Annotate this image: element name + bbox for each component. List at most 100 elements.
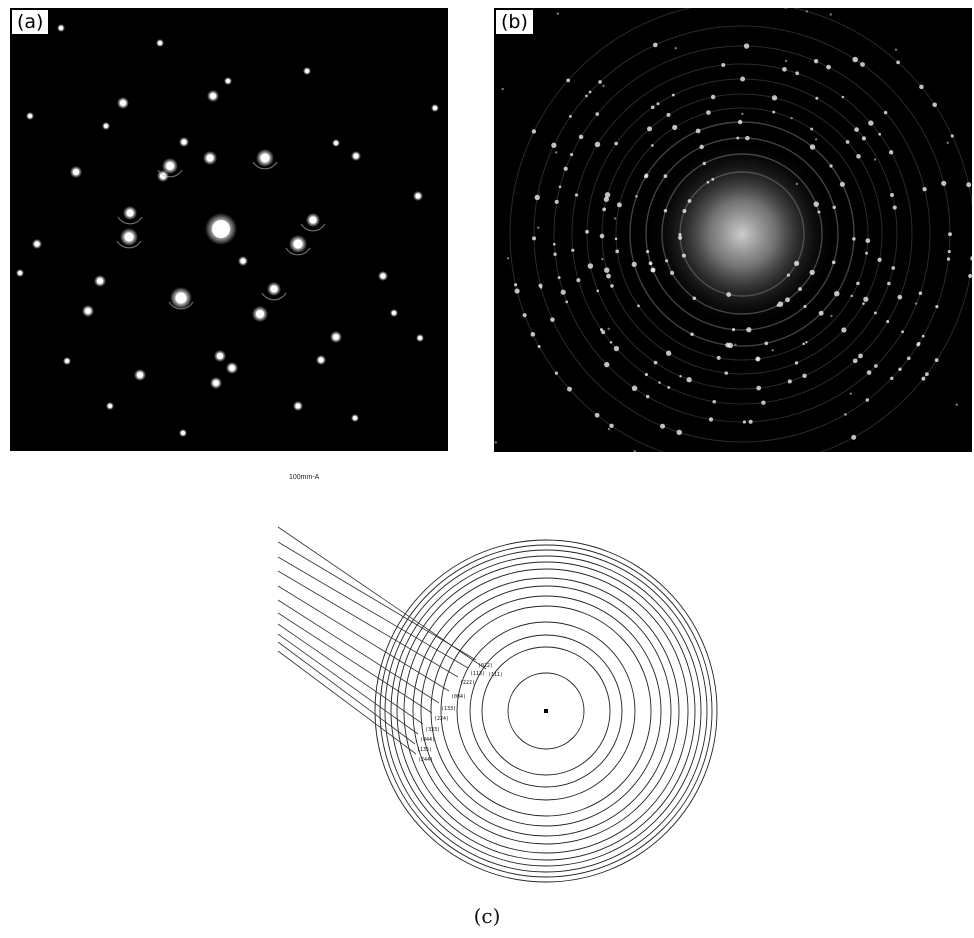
ring-spot bbox=[852, 56, 859, 63]
ring-spot bbox=[795, 71, 800, 76]
ring-leader-line bbox=[277, 541, 477, 661]
ring-spot bbox=[607, 428, 611, 431]
simulated-ring bbox=[396, 561, 696, 861]
ring-index-label: (111) bbox=[488, 672, 503, 678]
ring-spot bbox=[858, 353, 863, 359]
ring-spot bbox=[706, 110, 711, 115]
ring-spot bbox=[865, 398, 870, 402]
ring-spot bbox=[537, 226, 540, 229]
ring-spot bbox=[676, 429, 682, 436]
ring-spot bbox=[731, 328, 736, 332]
ring-spot bbox=[829, 13, 832, 16]
ring-spot bbox=[852, 237, 856, 241]
ring-spot bbox=[566, 386, 572, 392]
ring-spot bbox=[784, 59, 788, 63]
ring-spot bbox=[865, 251, 868, 255]
ring-spot bbox=[658, 381, 661, 384]
pattern-center bbox=[544, 709, 548, 713]
ring-spot bbox=[631, 385, 638, 392]
ring-spot bbox=[833, 290, 840, 297]
ring-spot bbox=[831, 260, 836, 265]
ring-spot bbox=[681, 253, 686, 258]
ring-spot bbox=[921, 376, 926, 381]
simulated-ring bbox=[507, 672, 585, 750]
ring-spot bbox=[599, 328, 604, 332]
ring-leader-line bbox=[277, 650, 417, 755]
ring-spot bbox=[863, 296, 869, 302]
ring-spot bbox=[674, 46, 677, 50]
ring-spot bbox=[712, 399, 716, 404]
ring-spot bbox=[919, 84, 924, 90]
diffraction-spot bbox=[85, 308, 91, 314]
ring-spot bbox=[530, 332, 536, 337]
ring-spot bbox=[671, 93, 675, 97]
ring-leader-line bbox=[277, 599, 440, 704]
ring-spot bbox=[721, 63, 726, 68]
ring-spot bbox=[914, 302, 918, 305]
ring-spot bbox=[734, 343, 737, 347]
ring-spot bbox=[574, 193, 579, 197]
ring-spot bbox=[888, 150, 894, 155]
ring-spot bbox=[501, 87, 504, 91]
simulated-ring bbox=[374, 539, 718, 883]
diffraction-spot bbox=[293, 239, 303, 249]
ring-spot bbox=[794, 361, 799, 365]
ring-spot bbox=[690, 332, 694, 336]
ring-spot bbox=[798, 287, 802, 291]
ring-spot bbox=[898, 367, 902, 371]
ring-spot bbox=[777, 301, 784, 307]
ring-spot bbox=[841, 95, 845, 99]
simulated-ring bbox=[430, 595, 662, 827]
ring-spot bbox=[924, 372, 929, 377]
ring-spot bbox=[665, 350, 672, 356]
panel-b-label: (b) bbox=[496, 10, 533, 34]
ring-index-label: (044) bbox=[420, 737, 435, 743]
ring-leader-line bbox=[277, 585, 450, 692]
diffraction-spot bbox=[213, 380, 219, 386]
ring-spot bbox=[742, 420, 747, 424]
diffraction-spot bbox=[28, 114, 32, 118]
ring-spot bbox=[746, 327, 752, 333]
ring-spot bbox=[861, 136, 867, 141]
ring-spot bbox=[724, 371, 729, 375]
ring-spot bbox=[883, 110, 888, 115]
diffraction-ring bbox=[645, 137, 839, 331]
ring-spot bbox=[860, 62, 865, 67]
ring-spot bbox=[678, 235, 683, 240]
diffraction-pattern-a: (a) bbox=[10, 8, 448, 451]
panel-c-caption: (c) bbox=[473, 904, 501, 928]
ring-leader-line bbox=[277, 556, 469, 669]
ring-index-label: (004) bbox=[451, 694, 466, 700]
ring-spot bbox=[514, 283, 518, 287]
ring-spot bbox=[849, 392, 852, 395]
diffraction-spot bbox=[217, 353, 223, 359]
simulated-ring bbox=[469, 634, 623, 788]
ring-spot bbox=[946, 257, 951, 261]
ring-spot bbox=[865, 238, 871, 244]
ring-spot bbox=[576, 278, 581, 283]
ring-spot bbox=[686, 377, 692, 383]
diffraction-spot bbox=[392, 311, 396, 315]
ring-spot bbox=[873, 158, 877, 161]
ring-spot bbox=[955, 403, 958, 406]
ring-spot bbox=[922, 186, 927, 192]
ring-spot bbox=[578, 134, 584, 140]
diffraction-ring bbox=[553, 45, 931, 423]
simulated-ring bbox=[456, 621, 636, 801]
ring-spot bbox=[692, 296, 697, 300]
ring-spot bbox=[596, 289, 600, 293]
simulated-ring bbox=[379, 544, 713, 878]
diffraction-spot bbox=[309, 216, 317, 224]
ring-spot bbox=[947, 249, 951, 254]
ring-spot bbox=[809, 144, 816, 150]
ring-spot bbox=[946, 141, 949, 144]
ring-spot bbox=[711, 177, 715, 181]
ring-spot bbox=[665, 259, 669, 263]
ring-spot bbox=[646, 249, 650, 254]
ring-spot bbox=[839, 181, 845, 187]
ring-spot bbox=[771, 95, 778, 101]
ring-spot bbox=[616, 202, 622, 208]
ring-spot bbox=[891, 266, 896, 270]
ring-spot bbox=[934, 358, 939, 363]
ring-spot bbox=[970, 255, 972, 261]
